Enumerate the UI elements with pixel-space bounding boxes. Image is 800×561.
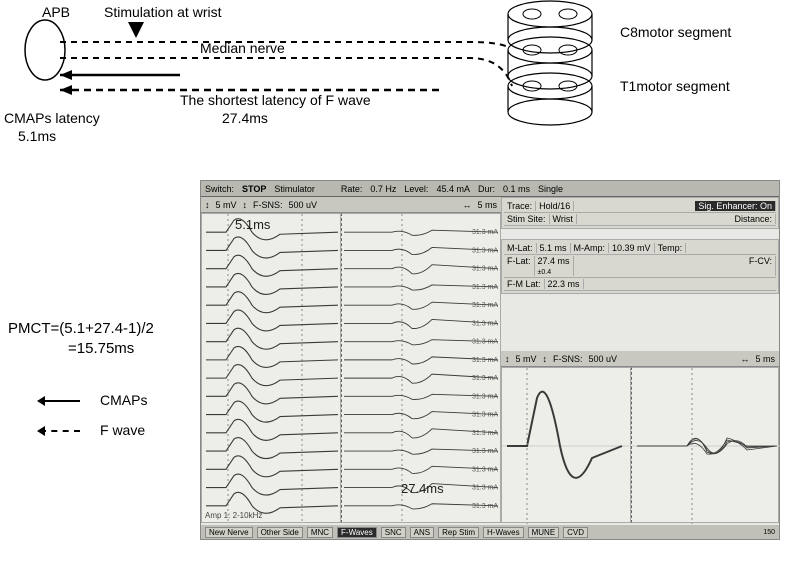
stimulator-label: Stimulator <box>274 184 315 194</box>
svg-text:31.3 mA: 31.3 mA <box>472 302 498 309</box>
emg-screenshot: Switch: STOP Stimulator Rate: 0.7 Hz Lev… <box>200 180 780 540</box>
temp-label: Temp: <box>655 243 687 253</box>
dur-label: Dur: <box>478 184 495 194</box>
tab-mnc[interactable]: MNC <box>307 527 333 538</box>
tab-cvd[interactable]: CVD <box>563 527 588 538</box>
fwave-latency-value: 27.4ms <box>222 110 268 126</box>
bottom-tabs: New Nerve Other Side MNC F-Waves SNC ANS Rep S… <box>201 525 779 539</box>
dur-value: 0.1 ms <box>503 184 530 194</box>
mode-value: Single <box>538 184 563 194</box>
stim-label: Stimulation at wrist <box>104 4 221 20</box>
cmaps-latency-label: CMAPs latency <box>4 110 100 126</box>
legend-fwave: F wave <box>100 422 145 438</box>
summary-cmap-svg <box>502 368 632 524</box>
level-label: Level: <box>404 184 428 194</box>
mamp-value: 10.39 mV <box>609 243 655 253</box>
svg-text:31.3 mA: 31.3 mA <box>472 247 498 254</box>
switch-value: STOP <box>242 184 266 194</box>
tab-new-nerve[interactable]: New Nerve <box>205 527 253 538</box>
scale-t-right: 5 ms <box>755 354 775 364</box>
legend-cmaps-arrow <box>40 400 80 402</box>
left-scalebar: ↕5 mV ↕F-SNS: 500 uV ↔5 ms <box>201 197 501 213</box>
fsns-val-left: 500 uV <box>289 200 318 210</box>
level-value: 45.4 mA <box>436 184 470 194</box>
rate-label: Rate: <box>341 184 363 194</box>
trace-value: Hold/16 <box>536 201 574 211</box>
mlat-label: M-Lat: <box>504 243 537 253</box>
overlay-fwave-latency: 27.4ms <box>401 481 444 496</box>
site-label: Stim Site: <box>504 214 550 224</box>
svg-text:31.3 mA: 31.3 mA <box>472 466 498 473</box>
svg-text:31.3 mA: 31.3 mA <box>472 284 498 291</box>
svg-text:31.3 mA: 31.3 mA <box>472 320 498 327</box>
apb-label: APB <box>42 4 70 20</box>
f-waves-svg: 31.3 mA 31.3 mA 31.3 mA 31.3 mA 31.3 mA 31.3 … <box>342 214 502 524</box>
legend-fwave-arrow <box>40 430 80 432</box>
svg-text:31.3 mA: 31.3 mA <box>472 393 498 400</box>
scale-v-left: 5 mV <box>216 200 237 210</box>
t1-label: T1motor segment <box>620 78 730 94</box>
mlat-value: 5.1 ms <box>537 243 571 253</box>
scale-t-left: 5 ms <box>477 200 497 210</box>
emg-topbar: Switch: STOP Stimulator Rate: 0.7 Hz Lev… <box>201 181 779 197</box>
overlay-cmap-latency: 5.1ms <box>235 217 270 232</box>
svg-text:31.3 mA: 31.3 mA <box>472 430 498 437</box>
scale-v-right: 5 mV <box>516 354 537 364</box>
svg-text:31.3 mA: 31.3 mA <box>472 339 498 346</box>
fwave-panel[interactable]: 31.3 mA 31.3 mA 31.3 mA 31.3 mA 31.3 mA 31.3 … <box>341 213 501 523</box>
svg-text:31.3 mA: 31.3 mA <box>472 229 498 236</box>
fcv-label: F-CV: <box>746 256 776 276</box>
summary-fwave-svg <box>632 368 780 524</box>
tab-ans[interactable]: ANS <box>410 527 434 538</box>
summary-fwave-panel[interactable] <box>631 367 779 523</box>
c8-label: C8motor segment <box>620 24 731 40</box>
legend-cmaps: CMAPs <box>100 392 147 408</box>
trace-info-panel: Trace: Hold/16 Sig. Enhancer: On Stim Si… <box>501 197 779 229</box>
fmlat-value: 22.3 ms <box>545 279 584 289</box>
tab-snc[interactable]: SNC <box>381 527 406 538</box>
page-indicator: 150 <box>763 529 775 536</box>
fmlat-label: F-M Lat: <box>504 279 545 289</box>
cmap-waves-svg <box>202 214 342 524</box>
nerve-label: Median nerve <box>200 40 285 56</box>
tab-mune[interactable]: MUNE <box>528 527 560 538</box>
tab-rep-stim[interactable]: Rep Stim <box>438 527 479 538</box>
site-value: Wrist <box>550 214 577 224</box>
svg-text:31.3 mA: 31.3 mA <box>472 503 498 510</box>
svg-text:31.3 mA: 31.3 mA <box>472 485 498 492</box>
fsns-label-left: F-SNS: <box>253 200 283 210</box>
svg-text:31.3 mA: 31.3 mA <box>472 412 498 419</box>
cmap-wave-panel[interactable] <box>201 213 341 523</box>
enhancer-badge: Sig. Enhancer: On <box>695 201 776 211</box>
tab-other-side[interactable]: Other Side <box>257 527 303 538</box>
fwave-latency-label: The shortest latency of F wave <box>180 92 371 108</box>
summary-cmap-panel[interactable] <box>501 367 631 523</box>
svg-text:31.3 mA: 31.3 mA <box>472 448 498 455</box>
svg-text:31.3 mA: 31.3 mA <box>472 375 498 382</box>
cmaps-latency-value: 5.1ms <box>18 128 56 144</box>
flat-label: F-Lat: <box>504 256 535 276</box>
svg-text:31.3 mA: 31.3 mA <box>472 266 498 273</box>
right-scalebar: ↕5 mV ↕F-SNS: 500 uV ↔5 ms <box>501 351 779 367</box>
trace-label: Trace: <box>504 201 536 211</box>
distance-label: Distance: <box>731 214 776 224</box>
tab-h-waves[interactable]: H-Waves <box>483 527 524 538</box>
mamp-label: M-Amp: <box>571 243 610 253</box>
fsns-label-right: F-SNS: <box>553 354 583 364</box>
formula-line2: =15.75ms <box>68 340 134 357</box>
switch-label: Switch: <box>205 184 234 194</box>
tab-f-waves[interactable]: F-Waves <box>337 527 377 538</box>
formula-line1: PMCT=(5.1+27.4-1)/2 <box>8 320 154 337</box>
flat-value: 27.4 ms±0.4 <box>535 256 574 276</box>
amp-filter-label: Amp 1: 2-10kHz <box>205 511 262 520</box>
fsns-val-right: 500 uV <box>589 354 618 364</box>
rate-value: 0.7 Hz <box>370 184 396 194</box>
svg-text:31.3 mA: 31.3 mA <box>472 357 498 364</box>
measurement-panel: M-Lat: 5.1 ms M-Amp: 10.39 mV Temp: F-La… <box>501 239 779 294</box>
